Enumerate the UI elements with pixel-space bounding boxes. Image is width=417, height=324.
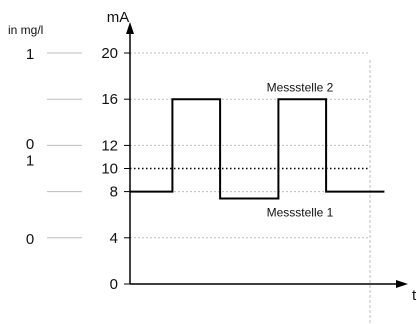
mgl-label: 1 (26, 46, 34, 63)
y-tick-label: 20 (101, 45, 118, 62)
x-axis-arrow (396, 280, 408, 288)
y-tick-label: 12 (101, 137, 118, 154)
y-axis-arrow (126, 22, 134, 34)
y-tick-label: 4 (110, 230, 118, 247)
y-axis-label: mA (107, 9, 130, 26)
y-tick-label: 0 (110, 276, 118, 293)
annotation-label: Messstelle 1 (267, 205, 334, 219)
mgl-label: 0 (26, 231, 34, 248)
annotation-label: Messstelle 2 (267, 81, 334, 95)
mgl-label: 0 (26, 136, 34, 153)
mgl-label: 1 (26, 152, 34, 169)
x-axis-label: t (412, 287, 417, 304)
y-tick-label: 10 (101, 161, 118, 178)
y-tick-label: 8 (110, 184, 118, 201)
y-tick-label: 16 (101, 91, 118, 108)
mgl-axis-label: in mg/l (8, 23, 43, 37)
signal-line (130, 98, 385, 200)
